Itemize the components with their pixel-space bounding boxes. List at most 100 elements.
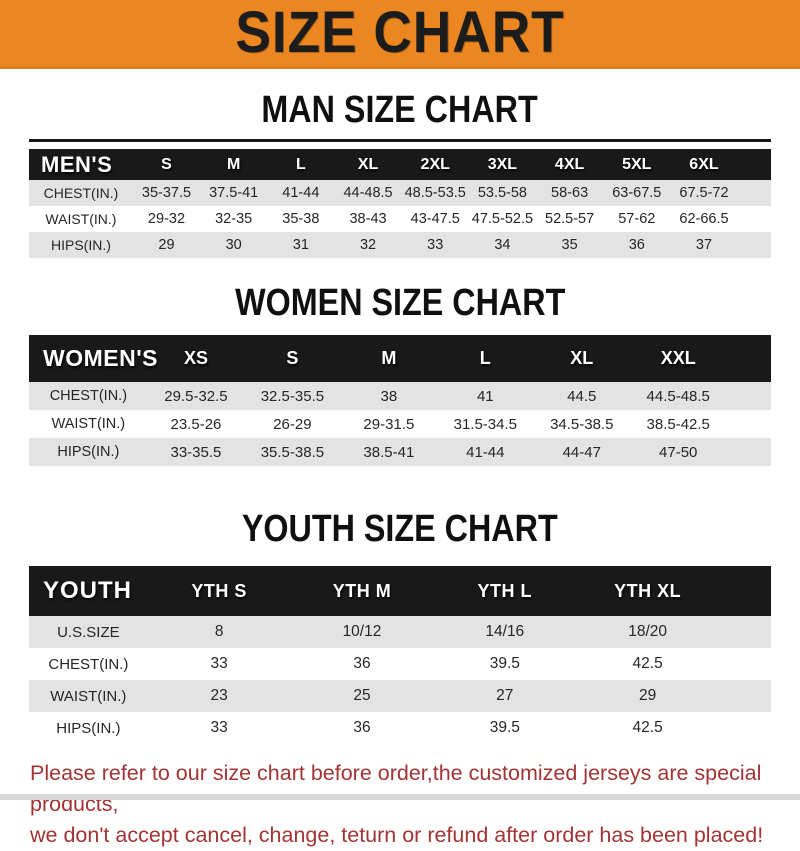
size-value: 53.5-58 — [477, 185, 527, 201]
row-spacer — [726, 382, 771, 410]
row-spacer — [719, 648, 771, 680]
row-label: WAIST(IN.) — [45, 211, 117, 227]
measurement-row: WAIST(IN.) 29-32 32-35 35-38 38-43 43-47.5 47.… — [29, 206, 771, 232]
row-label: HIPS(IN.) — [56, 719, 121, 737]
measurement-row: HIPS(IN.) 33-35.5 35.5-38.5 38.5-41 41-44 44-… — [29, 438, 771, 466]
size-value: 14/16 — [485, 623, 525, 640]
measurement-row: CHEST(IN.) 33 36 39.5 42.5 — [29, 648, 771, 680]
banner-title: SIZE CHART — [235, 0, 565, 65]
youth-table-label: YOUTH — [29, 566, 148, 616]
size-value: 38.5-42.5 — [646, 415, 710, 433]
row-label: U.S.SIZE — [57, 623, 120, 641]
men-table-label: MEN'S — [29, 149, 133, 180]
bottom-edge-strip — [0, 794, 800, 800]
size-value: 18/20 — [628, 623, 668, 640]
women-table-label: WOMEN'S — [29, 335, 158, 382]
row-spacer — [719, 680, 771, 712]
size-value: 33-35.5 — [170, 443, 222, 461]
size-column-header: 6XL — [670, 149, 738, 180]
men-heading-text: MAN SIZE CHART — [261, 89, 539, 131]
size-value: 34.5-38.5 — [550, 415, 614, 433]
row-label: CHEST(IN.) — [43, 185, 119, 201]
size-column-header: YTH XL — [576, 566, 720, 616]
row-label: HIPS(IN.) — [57, 444, 120, 460]
size-value: 10/12 — [342, 623, 382, 640]
size-value: 35-37.5 — [141, 185, 192, 201]
size-value: 29-31.5 — [363, 415, 415, 433]
measurement-row: CHEST(IN.) 35-37.5 37.5-41 41-44 44-48.5 48.5… — [29, 180, 771, 206]
size-column-header: XL — [533, 335, 630, 382]
measurement-row: HIPS(IN.) 29 30 31 32 33 34 35 36 37 — [29, 232, 771, 258]
size-value: 36 — [353, 719, 371, 736]
measurement-row: WAIST(IN.) 23.5-26 26-29 29-31.5 31.5-34.5 34… — [29, 410, 771, 438]
size-value: 8 — [214, 623, 224, 640]
order-policy-line1: Please refer to our size chart before or… — [30, 761, 762, 816]
size-value: 47.5-52.5 — [471, 211, 534, 227]
size-value: 35 — [561, 237, 578, 253]
size-value: 41 — [476, 387, 494, 405]
header-spacer — [719, 566, 771, 616]
row-label: WAIST(IN.) — [50, 687, 127, 705]
size-column-header: M — [340, 335, 438, 382]
size-value: 39.5 — [489, 719, 520, 736]
size-value: 41-44 — [282, 185, 320, 201]
size-value: 52.5-57 — [545, 211, 595, 227]
size-value: 26-29 — [273, 415, 312, 433]
size-value: 32.5-35.5 — [260, 387, 325, 405]
row-spacer — [719, 712, 771, 744]
header-spacer — [726, 335, 771, 382]
size-column-header: L — [437, 335, 534, 382]
size-value: 35.5-38.5 — [260, 443, 325, 461]
size-value: 62-66.5 — [679, 211, 729, 227]
size-column-header: M — [200, 149, 268, 180]
size-column-header: 5XL — [603, 149, 671, 180]
size-value: 32 — [359, 237, 377, 253]
size-value: 42.5 — [632, 655, 663, 672]
size-value: 39.5 — [489, 655, 520, 672]
size-value: 41-44 — [466, 443, 505, 461]
size-column-header: YTH L — [433, 566, 577, 616]
size-value: 35-38 — [282, 211, 320, 227]
size-value: 30 — [225, 237, 242, 253]
size-value: 47-50 — [659, 443, 698, 461]
youth-heading-text: YOUTH SIZE CHART — [242, 508, 558, 550]
size-value: 63-67.5 — [612, 185, 662, 201]
row-label: CHEST(IN.) — [49, 388, 128, 404]
youth-size-table: YOUTH YTH S YTH M YTH L YTH XL U.S.SIZE 8 10/… — [29, 566, 771, 744]
youth-header-row: YOUTH YTH S YTH M YTH L YTH XL — [29, 566, 771, 616]
size-value: 32-35 — [215, 211, 253, 227]
size-column-header: 4XL — [536, 149, 604, 180]
youth-section-heading: YOUTH SIZE CHART — [0, 466, 800, 548]
size-value: 29 — [638, 687, 657, 704]
row-label: HIPS(IN.) — [50, 237, 111, 253]
size-value: 31 — [292, 237, 309, 253]
size-value: 42.5 — [632, 719, 663, 736]
size-column-header: YTH M — [290, 566, 434, 616]
size-value: 36 — [628, 237, 645, 253]
men-header-row: MEN'S S M L XL 2XL 3XL 4XL 5XL 6XL — [29, 149, 771, 180]
size-column-header: YTH S — [147, 566, 291, 616]
size-column-header: S — [132, 149, 201, 180]
order-policy-note: Please refer to our size chart before or… — [0, 758, 800, 851]
row-label: CHEST(IN.) — [48, 655, 129, 673]
women-header-row: WOMEN'S XS S M L XL XXL — [29, 335, 771, 382]
size-value: 25 — [353, 687, 371, 704]
women-section-heading: WOMEN SIZE CHART — [0, 258, 800, 322]
measurement-row: CHEST(IN.) 29.5-32.5 32.5-35.5 38 41 44.5 44.5… — [29, 382, 771, 410]
size-value: 36 — [353, 655, 371, 672]
measurement-row: WAIST(IN.) 23 25 27 29 — [29, 680, 771, 712]
size-value: 48.5-53.5 — [404, 185, 466, 201]
row-spacer — [738, 232, 771, 258]
size-value: 23.5-26 — [170, 415, 222, 433]
row-spacer — [726, 438, 771, 466]
size-value: 38.5-41 — [363, 443, 415, 461]
size-value: 33 — [210, 719, 228, 736]
size-column-header: S — [244, 335, 341, 382]
size-column-header: 2XL — [401, 149, 469, 180]
size-value: 44.5 — [567, 387, 597, 405]
size-value: 29-32 — [147, 211, 186, 227]
men-size-table: MEN'S S M L XL 2XL 3XL 4XL 5XL 6XL CHEST(IN.) 35-… — [29, 149, 771, 258]
size-chart-banner: SIZE CHART — [0, 0, 800, 69]
row-spacer — [738, 206, 771, 232]
size-value: 58-63 — [551, 185, 589, 201]
